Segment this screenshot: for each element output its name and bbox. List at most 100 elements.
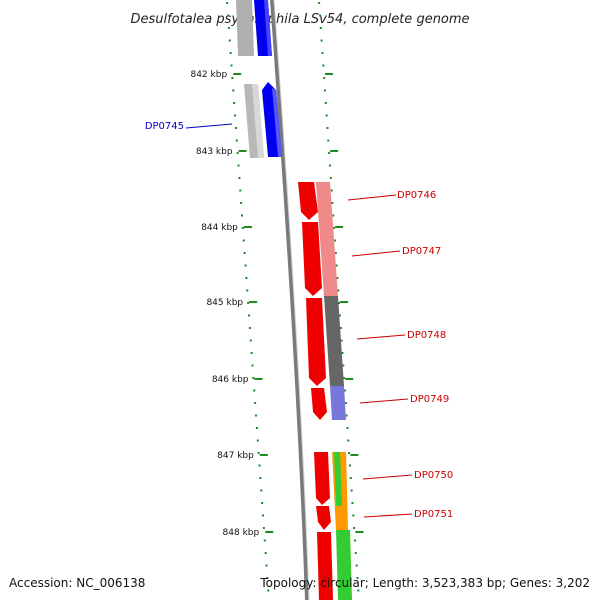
- scale-tick: [355, 564, 358, 567]
- scale-tick: [255, 414, 258, 417]
- scale-label: 843 kbp: [196, 147, 233, 157]
- gene-leader-line: [347, 194, 397, 201]
- reverse-gene-DP0749[interactable]: [311, 388, 327, 420]
- scale-tick: [265, 564, 268, 567]
- gene-label-DP0751: DP0751: [414, 509, 453, 520]
- major-tick: [243, 226, 252, 228]
- topology-label: Topology: circular; Length: 3,523,383 bp…: [260, 576, 590, 590]
- scale-tick: [230, 64, 233, 67]
- scale-tick: [347, 439, 350, 442]
- major-tick: [350, 454, 359, 456]
- major-tick: [265, 531, 274, 533]
- scale-tick: [337, 289, 340, 292]
- scale-tick: [267, 589, 270, 592]
- gene-label-DP0746: DP0746: [397, 190, 436, 201]
- scale-tick: [329, 177, 332, 179]
- scale-tick: [331, 202, 334, 204]
- major-tick: [249, 301, 258, 303]
- scale-tick: [261, 502, 264, 504]
- gene-leader-line: [359, 398, 409, 404]
- scale-tick: [245, 277, 248, 279]
- scale-tick: [323, 89, 326, 92]
- scale-tick: [241, 227, 244, 229]
- major-tick: [233, 73, 242, 75]
- feature-track-inner: [236, 0, 264, 158]
- scale-tick: [344, 402, 347, 404]
- reverse-gene-DP0748[interactable]: [306, 298, 326, 386]
- scale-ticks-inner: [226, 2, 270, 592]
- scale-tick: [357, 589, 360, 592]
- scale-tick: [336, 277, 339, 279]
- genome-backbone: [270, 0, 310, 600]
- scale-labels: 842 kbp 843 kbp 844 kbp 845 kbp 846 kbp 847 k…: [190, 70, 364, 538]
- scale-tick: [255, 427, 258, 429]
- gene-leader-line: [351, 250, 401, 257]
- reverse-gene-DP0751[interactable]: [316, 506, 331, 530]
- scale-tick: [235, 139, 238, 142]
- major-tick: [254, 378, 263, 380]
- scale-label: 845 kbp: [206, 298, 243, 308]
- scale-tick: [238, 177, 241, 179]
- scale-tick: [318, 2, 321, 4]
- scale-tick: [349, 477, 352, 479]
- reverse-gene-next[interactable]: [317, 532, 333, 600]
- scale-ticks-outer: [318, 2, 360, 592]
- scale-tick: [339, 327, 342, 329]
- major-tick: [259, 454, 268, 456]
- scale-tick: [356, 577, 359, 579]
- scale-tick: [332, 214, 335, 217]
- scale-tick: [242, 239, 245, 242]
- scale-tick: [243, 252, 246, 254]
- scale-tick: [236, 152, 239, 154]
- scale-tick: [320, 39, 323, 42]
- scale-tick: [345, 414, 348, 417]
- scale-tick: [353, 539, 356, 542]
- reverse-gene-DP0750[interactable]: [314, 452, 330, 505]
- scale-tick: [233, 102, 236, 104]
- scale-tick: [340, 339, 343, 342]
- scale-tick: [348, 452, 351, 454]
- major-tick: [238, 150, 247, 152]
- scale-tick: [244, 264, 247, 267]
- scale-tick: [328, 152, 331, 154]
- scale-tick: [249, 339, 252, 342]
- scale-tick: [234, 114, 237, 117]
- scale-tick: [323, 77, 326, 79]
- scale-tick: [350, 489, 353, 492]
- forward-gene-DP0744[interactable]: [254, 0, 272, 56]
- scale-tick: [326, 127, 329, 129]
- scale-tick: [252, 377, 255, 379]
- scale-tick: [354, 552, 357, 554]
- scale-tick: [353, 527, 356, 529]
- scale-tick: [322, 64, 325, 67]
- scale-tick: [248, 314, 251, 317]
- scale-tick: [264, 552, 267, 554]
- gene-label-DP0748: DP0748: [407, 330, 446, 341]
- scale-tick: [228, 39, 231, 42]
- reverse-gene-DP0747[interactable]: [302, 222, 322, 296]
- scale-tick: [251, 364, 254, 367]
- gene-label-DP0749: DP0749: [410, 394, 449, 405]
- scale-tick: [237, 164, 240, 167]
- scale-tick: [342, 364, 345, 367]
- scale-tick: [319, 27, 322, 29]
- scale-tick: [241, 214, 244, 217]
- scale-tick: [321, 52, 324, 54]
- scale-tick: [352, 514, 355, 517]
- scale-tick: [226, 2, 229, 4]
- scale-tick: [262, 514, 265, 517]
- scale-tick: [254, 402, 257, 404]
- scale-tick: [260, 489, 263, 492]
- scale-tick: [266, 577, 269, 579]
- scale-tick: [263, 539, 266, 542]
- reverse-gene-DP0746[interactable]: [298, 182, 318, 220]
- scale-tick: [343, 389, 346, 392]
- gene-label-DP0747: DP0747: [402, 246, 441, 257]
- scale-tick: [253, 389, 256, 392]
- scale-tick: [343, 377, 346, 379]
- scale-tick: [262, 527, 265, 529]
- forward-gene-DP0745[interactable]: [262, 82, 282, 157]
- scale-tick: [330, 189, 333, 192]
- scale-tick: [231, 77, 234, 79]
